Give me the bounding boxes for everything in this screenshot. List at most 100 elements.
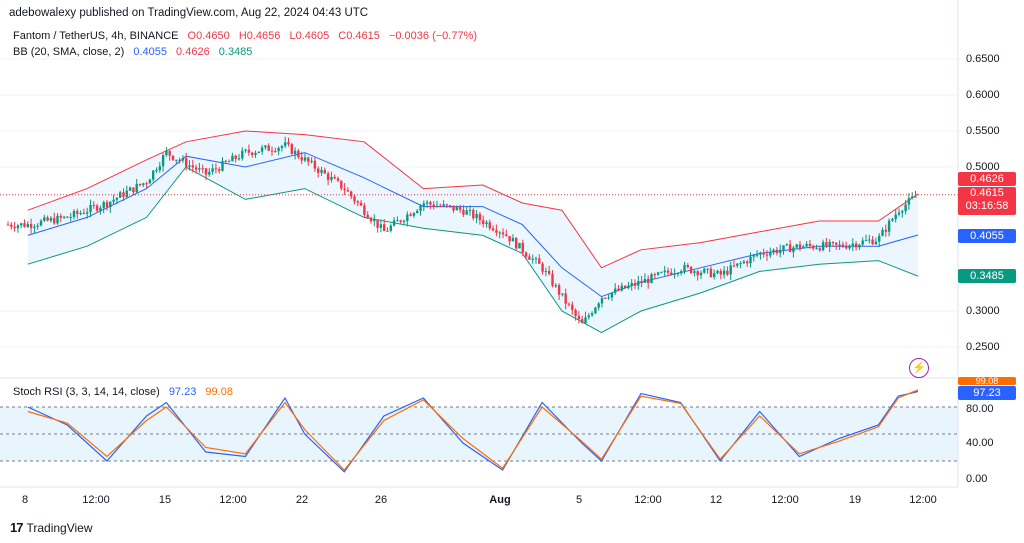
candle-body: [762, 252, 765, 255]
candle-body: [666, 270, 670, 273]
y-tick: 0.5000: [966, 161, 1000, 173]
candle-body: [247, 149, 251, 153]
candle-body: [795, 244, 798, 248]
tradingview-logo[interactable]: 17 TradingView: [10, 520, 93, 535]
candle-body: [699, 272, 703, 276]
candle-body: [812, 245, 815, 249]
candle-body: [46, 217, 49, 221]
high-value: H0.4656: [238, 30, 281, 42]
x-tick: 22: [295, 494, 309, 506]
bollinger-fill: [27, 131, 919, 333]
basis-badge: 0.4055: [958, 229, 1016, 243]
candle-body: [333, 177, 336, 179]
candle-body: [614, 288, 617, 293]
bb-upper-value: 0.4626: [176, 46, 210, 58]
candle-body: [818, 248, 821, 251]
candle-body: [759, 252, 762, 255]
candle-body: [379, 224, 383, 228]
candle-body: [432, 204, 435, 207]
candle-body: [72, 211, 76, 217]
candle-body: [62, 216, 66, 218]
candle-body: [303, 157, 307, 161]
candle-body: [643, 279, 647, 283]
candle-body: [284, 142, 287, 147]
stoch-label: Stoch RSI (3, 3, 14, 14, close): [13, 386, 160, 398]
y-tick: 0.3000: [966, 305, 1000, 317]
stoch-lines: [27, 389, 919, 473]
candle-body: [637, 281, 640, 286]
candle-body: [472, 209, 475, 219]
x-tick: 26: [374, 494, 388, 506]
stoch-d-badge: 99.08: [958, 377, 1016, 385]
candle-body: [623, 285, 627, 289]
candle-body: [511, 238, 515, 242]
candle-body: [693, 271, 696, 273]
candle-body: [396, 220, 399, 222]
candle-body: [769, 252, 772, 256]
candle-body: [468, 209, 472, 211]
candle-body: [788, 244, 792, 253]
candle-body: [458, 207, 462, 210]
candle-body: [782, 245, 785, 250]
candle-body: [541, 263, 544, 272]
candle-body: [16, 225, 20, 229]
candle-body: [660, 272, 663, 274]
candle-body: [257, 151, 260, 153]
candle-body: [406, 214, 409, 221]
candle-body: [340, 180, 343, 189]
candle-body: [465, 210, 468, 215]
candle-body: [755, 254, 759, 256]
candle-body: [6, 224, 10, 226]
candle-body: [515, 238, 518, 249]
candle-body: [373, 219, 376, 222]
candle-body: [557, 285, 561, 295]
candle-body: [680, 271, 683, 274]
candle-body: [152, 170, 155, 180]
candle-body: [264, 145, 267, 148]
candle-body: [610, 292, 614, 298]
candle-body: [53, 218, 56, 224]
candle-body: [158, 166, 161, 171]
candle-body: [82, 213, 86, 215]
candle-body: [815, 248, 818, 250]
candle-body: [49, 218, 53, 221]
candle-body: [670, 272, 673, 275]
x-tick: Aug: [489, 494, 511, 506]
candle-body: [171, 155, 175, 160]
bb-label: BB (20, SMA, close, 2): [13, 46, 125, 58]
candle-body: [132, 187, 135, 193]
candle-body: [689, 266, 693, 273]
stoch-tick: 40.00: [966, 437, 994, 449]
stoch-legend[interactable]: Stoch RSI (3, 3, 14, 14, close) 97.23 99…: [13, 386, 233, 398]
bb-legend[interactable]: BB (20, SMA, close, 2) 0.4055 0.4626 0.3…: [13, 46, 252, 58]
candle-body: [29, 224, 33, 228]
candle-body: [125, 190, 128, 197]
candle-body: [383, 224, 386, 231]
candle-body: [887, 220, 891, 232]
candle-body: [831, 241, 835, 243]
symbol-legend[interactable]: Fantom / TetherUS, 4h, BINANCE O0.4650 H…: [13, 30, 477, 42]
candle-body: [310, 160, 313, 162]
lightning-icon[interactable]: ⚡: [909, 358, 929, 378]
candle-body: [719, 270, 722, 275]
change-value: −0.0036 (−0.77%): [388, 30, 478, 42]
candle-body: [105, 202, 109, 208]
candle-body: [686, 265, 689, 267]
candle-body: [201, 168, 204, 170]
candle-body: [194, 167, 198, 170]
candle-body: [435, 205, 439, 207]
stoch-bands: [0, 406, 958, 462]
candle-body: [538, 258, 541, 264]
stoch-d-line: [27, 389, 919, 471]
candle-body: [86, 212, 89, 214]
candle-body: [419, 205, 422, 211]
candle-body: [402, 220, 406, 222]
candle-body: [13, 226, 16, 229]
candle-body: [716, 270, 719, 274]
candle-body: [69, 216, 72, 218]
candle-body: [439, 205, 442, 207]
candle-body: [36, 225, 39, 227]
candle-body: [792, 247, 795, 253]
candle-body: [198, 168, 201, 170]
